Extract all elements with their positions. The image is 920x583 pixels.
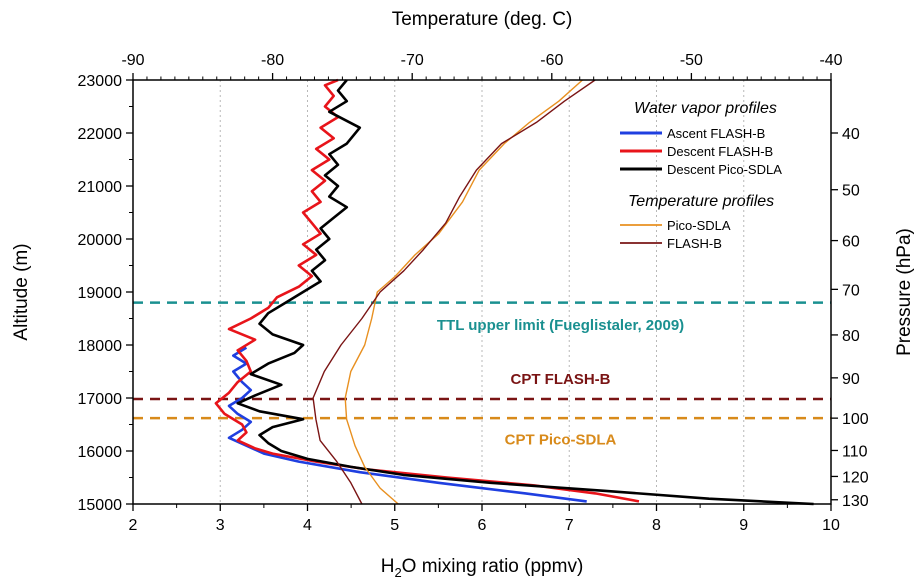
left-axis-tick-label: 21000 — [78, 179, 123, 196]
left-axis-tick-label: 15000 — [78, 497, 123, 514]
reference-lines: TTL upper limit (Fueglistaler, 2009) CPT … — [133, 301, 831, 448]
top-axis-tick-label: -90 — [121, 52, 144, 69]
bottom-axis-tick-label: 9 — [739, 517, 748, 534]
right-axis-tick-label: 70 — [842, 282, 860, 299]
top-axis-tick-label: -40 — [819, 52, 842, 69]
right-axis-tick-label: 130 — [842, 493, 869, 510]
legend-label-descent-flash-b: Descent FLASH-B — [667, 144, 773, 159]
legend-label-descent-pico-sdla: Descent Pico-SDLA — [667, 162, 782, 177]
right-axis-tick-label: 100 — [842, 411, 869, 428]
bottom-axis-title-rest: O mixing ratio (ppmv) — [402, 556, 584, 577]
bottom-axis-tick-label: 6 — [478, 517, 487, 534]
bottom-axis-tick-label: 5 — [390, 517, 399, 534]
series-group — [214, 78, 814, 506]
left-axis-tick-label: 19000 — [78, 285, 123, 302]
reference-line-label: CPT FLASH-B — [511, 371, 611, 388]
bottom-axis-title-main: H — [381, 556, 395, 577]
left-axis-tick-label: 16000 — [78, 444, 123, 461]
left-axis-tick-label: 22000 — [78, 126, 123, 143]
top-axis-tick-label: -50 — [680, 52, 703, 69]
series-line — [236, 79, 814, 506]
top-axis-tick-label: -60 — [540, 52, 563, 69]
bottom-axis-tick-label: 10 — [822, 517, 840, 534]
legend-heading-temperature: Temperature profiles — [628, 193, 774, 210]
reference-line-label: CPT Pico-SDLA — [505, 431, 617, 448]
bottom-axis-title-sub: 2 — [394, 565, 401, 580]
bottom-axis-tick-label: 8 — [652, 517, 661, 534]
right-axis-tick-label: 90 — [842, 371, 860, 388]
right-axis-tick-label: 110 — [842, 443, 868, 460]
series-line — [312, 79, 596, 505]
right-axis-tick-label: 50 — [842, 183, 860, 200]
legend-label-temp-pico-sdla: Pico-SDLA — [667, 218, 731, 233]
legend: Water vapor profiles Ascent FLASH-B Desc… — [620, 100, 782, 251]
right-axis-title: Pressure (hPa) — [894, 228, 915, 356]
bottom-axis-tick-label: 7 — [565, 517, 574, 534]
series-line — [227, 346, 587, 503]
right-axis-tick-label: 40 — [842, 126, 860, 143]
bottom-axis-title: H2O mixing ratio (ppmv) — [381, 556, 584, 580]
reference-line-label: TTL upper limit (Fueglistaler, 2009) — [437, 317, 684, 334]
bottom-axis-tick-label: 2 — [129, 517, 138, 534]
bottom-axis-tick-label: 3 — [216, 517, 225, 534]
right-axis-tick-label: 60 — [842, 234, 860, 251]
left-axis-tick-label: 23000 — [78, 73, 123, 90]
grid — [219, 80, 745, 504]
legend-label-temp-flash-b: FLASH-B — [667, 236, 722, 251]
left-axis-tick-label: 18000 — [78, 338, 123, 355]
top-axis-tick-label: -80 — [261, 52, 284, 69]
bottom-axis-tick-label: 4 — [303, 517, 312, 534]
legend-heading-water-vapor: Water vapor profiles — [634, 100, 777, 117]
left-axis-tick-label: 20000 — [78, 232, 123, 249]
series-line — [214, 78, 640, 503]
top-axis-title: Temperature (deg. C) — [392, 9, 573, 30]
legend-label-ascent-flash-b: Ascent FLASH-B — [667, 126, 765, 141]
right-axis-tick-label: 120 — [842, 469, 869, 486]
left-axis-tick-label: 17000 — [78, 391, 123, 408]
right-axis-tick-label: 80 — [842, 328, 860, 345]
series-line — [344, 79, 583, 505]
axes: 2 3 4 5 6 7 8 9 10 -90 -80 -70 -60 -50 -40 15000 16000 17… — [78, 52, 869, 534]
left-axis-title: Altitude (m) — [11, 243, 32, 340]
top-axis-tick-label: -70 — [401, 52, 424, 69]
